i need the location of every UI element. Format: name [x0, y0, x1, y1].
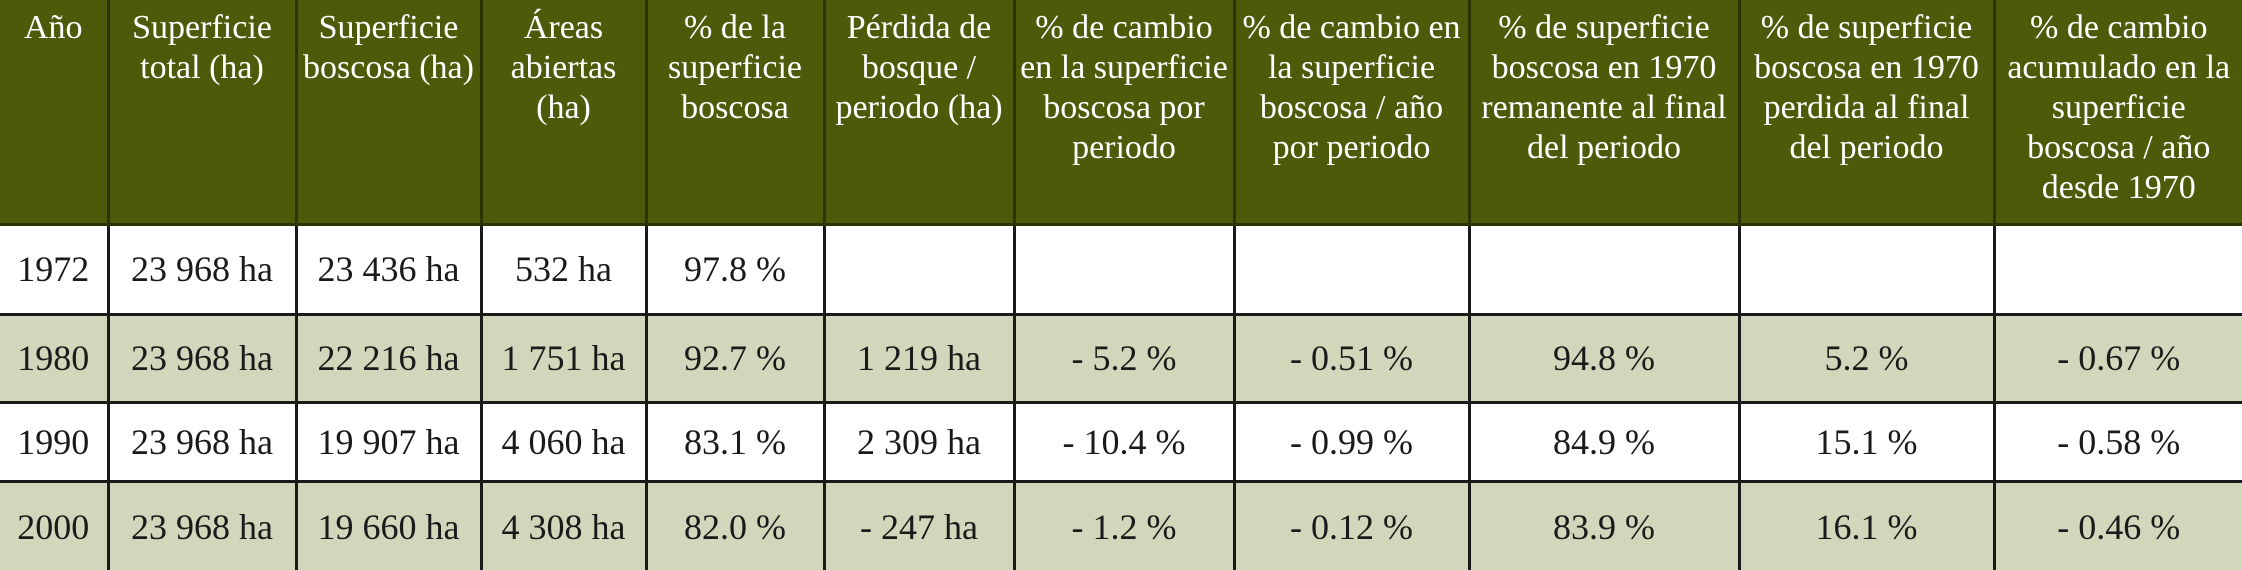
table-cell: 22 216 ha: [294, 312, 483, 404]
table-cell: 19 907 ha: [294, 400, 483, 484]
table-cell: 83.1 %: [644, 400, 826, 484]
header-cell-cumulative: % de cambio acumulado en la superficie b…: [1992, 0, 2242, 226]
header-cell-change-year: % de cambio en la superficie boscosa / a…: [1232, 0, 1471, 226]
table-cell: 1980: [0, 312, 110, 404]
table-cell: - 0.99 %: [1232, 400, 1471, 484]
table-cell: - 5.2 %: [1012, 312, 1236, 404]
table-cell: 92.7 %: [644, 312, 826, 404]
table-cell: 1990: [0, 400, 110, 484]
table-cell: [1012, 223, 1236, 316]
table-cell: - 0.67 %: [1992, 312, 2242, 404]
table-cell: - 0.58 %: [1992, 400, 2242, 484]
table-cell: - 247 ha: [822, 480, 1016, 570]
table-cell: 15.1 %: [1737, 400, 1996, 484]
table-cell: 5.2 %: [1737, 312, 1996, 404]
header-cell-forest-percent: % de la superficie boscosa: [644, 0, 826, 226]
table-cell: - 10.4 %: [1012, 400, 1236, 484]
table-cell: 4 060 ha: [479, 400, 648, 484]
table-cell: 532 ha: [479, 223, 648, 316]
table-row: 2000 23 968 ha 19 660 ha 4 308 ha 82.0 %…: [0, 480, 2242, 570]
table-cell: 23 968 ha: [106, 223, 298, 316]
table-row: 1972 23 968 ha 23 436 ha 532 ha 97.8 %: [0, 223, 2242, 316]
table-cell: - 0.12 %: [1232, 480, 1471, 570]
table-cell: 23 968 ha: [106, 400, 298, 484]
table-cell: [1467, 223, 1741, 316]
table-row: 1980 23 968 ha 22 216 ha 1 751 ha 92.7 %…: [0, 312, 2242, 404]
table-cell: 23 968 ha: [106, 312, 298, 404]
table-cell: 19 660 ha: [294, 480, 483, 570]
table-cell: 23 968 ha: [106, 480, 298, 570]
table-cell: 97.8 %: [644, 223, 826, 316]
table-cell: 84.9 %: [1467, 400, 1741, 484]
table-cell: [1992, 223, 2242, 316]
table-row: 1990 23 968 ha 19 907 ha 4 060 ha 83.1 %…: [0, 400, 2242, 484]
table-cell: 23 436 ha: [294, 223, 483, 316]
header-cell-year: Año: [0, 0, 110, 226]
header-cell-remaining: % de superficie boscosa en 1970 remanent…: [1467, 0, 1741, 226]
table-cell: [822, 223, 1016, 316]
table-cell: [1232, 223, 1471, 316]
table-cell: - 0.51 %: [1232, 312, 1471, 404]
table-cell: 83.9 %: [1467, 480, 1741, 570]
table-cell: 4 308 ha: [479, 480, 648, 570]
table-cell: 1972: [0, 223, 110, 316]
table-cell: 2 309 ha: [822, 400, 1016, 484]
header-cell-open-areas: Áreas abiertas (ha): [479, 0, 648, 226]
table-cell: [1737, 223, 1996, 316]
table-cell: 1 751 ha: [479, 312, 648, 404]
header-cell-change-period: % de cambio en la superficie boscosa por…: [1012, 0, 1236, 226]
header-cell-lost: % de superficie boscosa en 1970 perdida …: [1737, 0, 1996, 226]
header-cell-forest-loss: Pérdida de bosque / periodo (ha): [822, 0, 1016, 226]
table-cell: 16.1 %: [1737, 480, 1996, 570]
header-cell-forest-area: Superficie boscosa (ha): [294, 0, 483, 226]
header-row: Año Superficie total (ha) Superficie bos…: [0, 0, 2242, 226]
table-cell: 94.8 %: [1467, 312, 1741, 404]
table-cell: - 1.2 %: [1012, 480, 1236, 570]
header-cell-total-area: Superficie total (ha): [106, 0, 298, 226]
table-cell: 82.0 %: [644, 480, 826, 570]
table-cell: 2000: [0, 480, 110, 570]
table-cell: - 0.46 %: [1992, 480, 2242, 570]
table-cell: 1 219 ha: [822, 312, 1016, 404]
